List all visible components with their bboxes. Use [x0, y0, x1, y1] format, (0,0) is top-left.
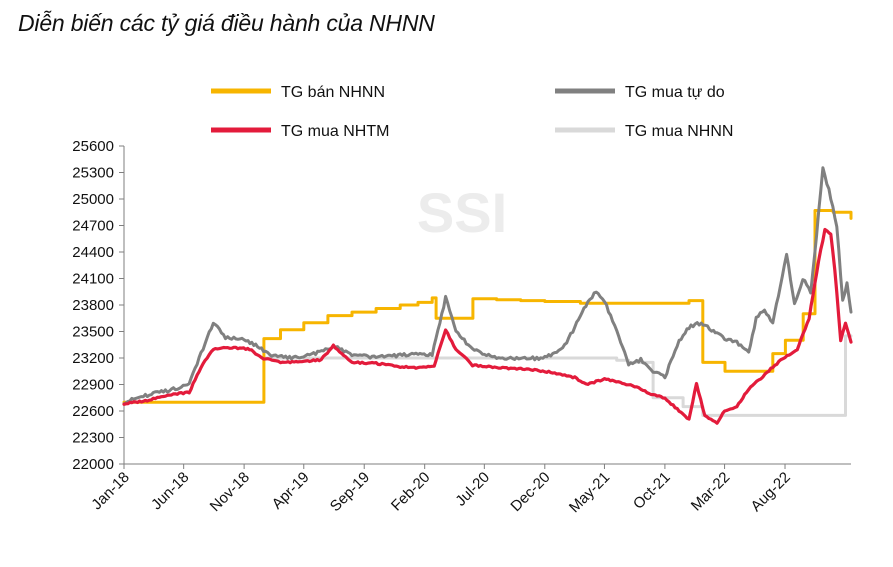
y-tick-label: 22300	[72, 430, 114, 447]
legend-label: TG bán NHNN	[281, 84, 385, 101]
x-tick-label: Mar-22	[688, 469, 734, 515]
x-tick-label: Oct-21	[630, 469, 674, 513]
x-tick-label: May-21	[566, 469, 613, 516]
x-tick-label: Dec-20	[507, 469, 553, 515]
x-tick-label: Jan-18	[88, 469, 132, 513]
x-tick-label: Nov-18	[207, 469, 253, 515]
chart-title: Diễn biến các tỷ giá điều hành của NHNN	[18, 10, 435, 36]
x-tick-label: Jul-20	[452, 469, 493, 510]
x-tick-label: Aug-22	[748, 469, 794, 515]
y-tick-label: 24100	[72, 271, 114, 288]
y-tick-label: 25000	[72, 191, 114, 208]
series-line	[122, 227, 853, 425]
y-tick-label: 22000	[72, 456, 114, 473]
y-tick-label: 24400	[72, 244, 114, 261]
legend-label: TG mua NHNN	[625, 123, 733, 140]
x-tick-label: Jun-18	[148, 469, 192, 513]
legend-label: TG mua NHTM	[281, 123, 389, 140]
x-tick-label: Apr-19	[269, 469, 313, 513]
x-tick-label: Sep-19	[327, 469, 373, 515]
series-line	[122, 209, 853, 404]
y-tick-label: 25600	[72, 138, 114, 155]
y-tick-label: 22900	[72, 377, 114, 394]
y-tick-label: 23500	[72, 324, 114, 341]
y-tick-label: 24700	[72, 218, 114, 235]
series-line	[122, 166, 853, 406]
x-tick-label: Feb-20	[388, 469, 434, 515]
y-tick-label: 22600	[72, 403, 114, 420]
legend-label: TG mua tự do	[625, 84, 725, 101]
y-tick-label: 23800	[72, 297, 114, 314]
watermark: SSI	[417, 181, 507, 244]
legend: TG bán NHNN TG mua tự do TG mua NHTM TG mua…	[211, 84, 733, 140]
y-tick-label: 25300	[72, 165, 114, 182]
y-tick-label: 23200	[72, 350, 114, 367]
plot-area	[122, 166, 853, 425]
